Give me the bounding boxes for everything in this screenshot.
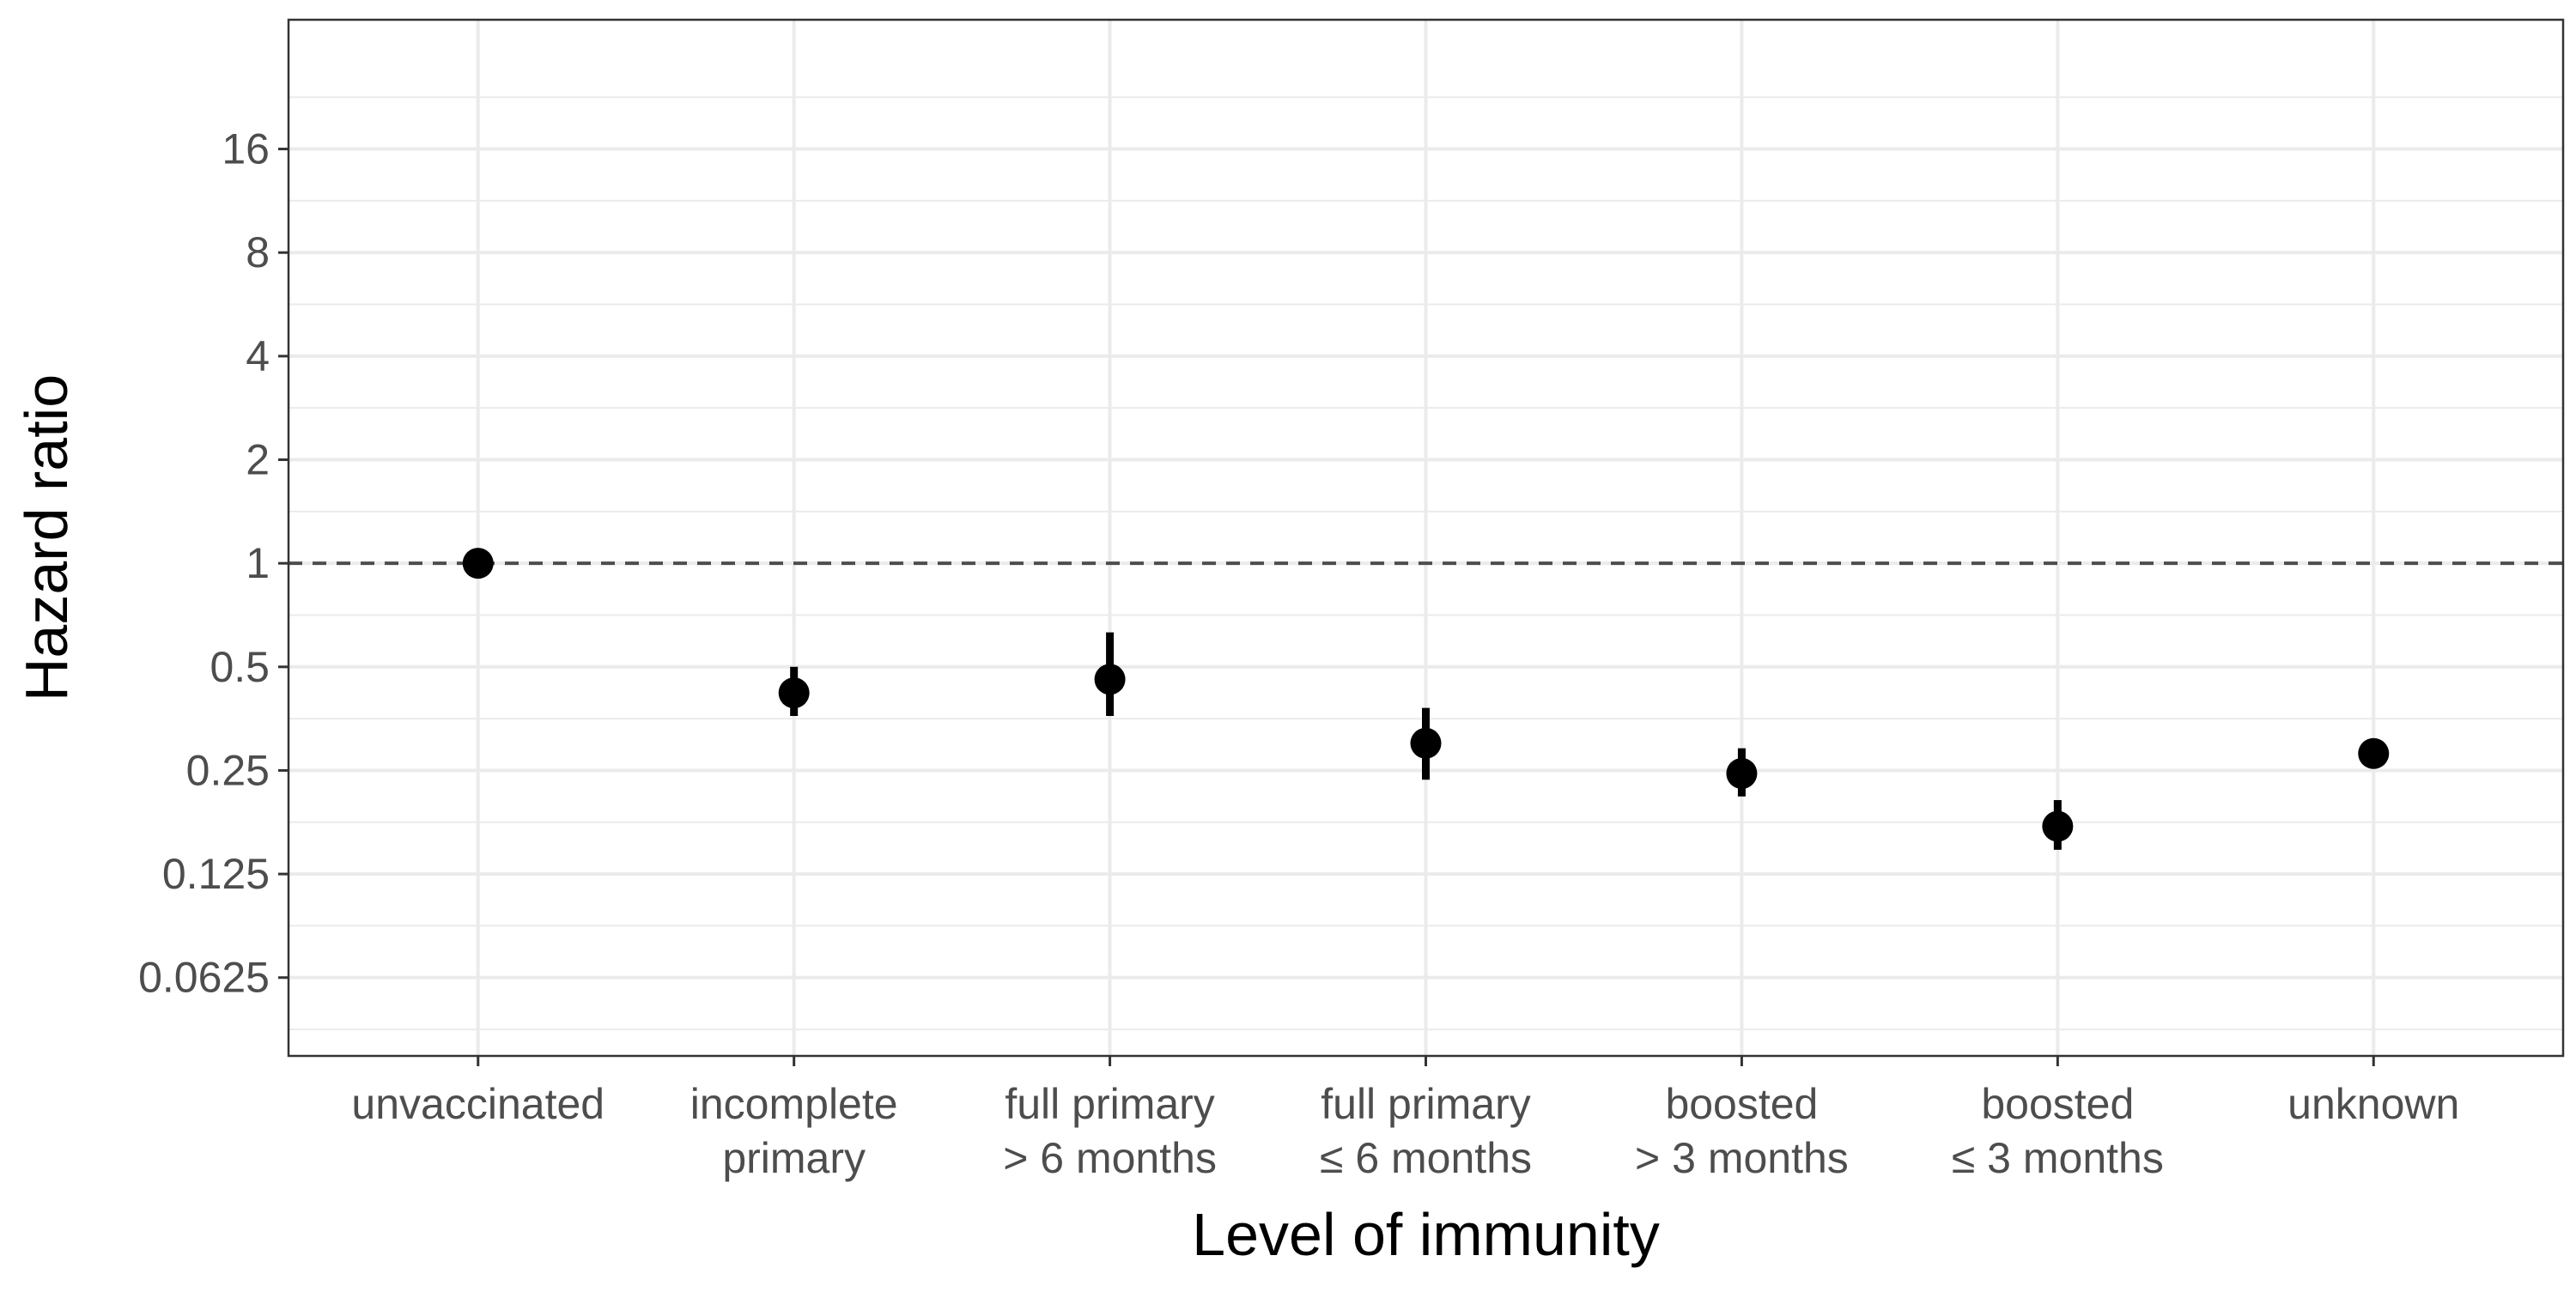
y-tick-label: 4 [246, 332, 270, 380]
y-tick-label: 0.25 [186, 746, 270, 794]
x-tick-label-line: full primary [1005, 1080, 1214, 1128]
data-point [2358, 737, 2390, 769]
x-tick-label: unvaccinated [351, 1080, 605, 1128]
data-point [1726, 757, 1758, 789]
data-point [778, 677, 810, 709]
x-tick-label-line: unknown [2287, 1080, 2459, 1128]
x-tick-label-line: primary [722, 1134, 866, 1182]
y-tick-label: 2 [246, 436, 270, 484]
y-tick-label: 16 [222, 125, 270, 173]
x-tick-label: incomplete primary [690, 1080, 898, 1182]
x-tick-label: boosted > 3 months [1635, 1080, 1849, 1182]
y-axis: 0.0625 0.125 0.25 0.5 1 2 4 8 16 [138, 125, 289, 1002]
y-tick-label: 0.5 [210, 643, 270, 691]
data-point [462, 548, 494, 579]
y-tick-label: 0.125 [162, 850, 270, 898]
x-axis-title: Level of immunity [1192, 1201, 1660, 1268]
y-axis-title: Hazard ratio [13, 374, 80, 701]
grid-layer [289, 20, 2563, 1056]
x-tick-label-line: ≤ 3 months [1952, 1134, 2164, 1182]
data-marks-layer [462, 548, 2390, 850]
y-tick-label: 8 [246, 228, 270, 276]
y-tick-label: 1 [246, 539, 270, 587]
x-tick-label-line: incomplete [690, 1080, 898, 1128]
x-tick-label-line: unvaccinated [351, 1080, 605, 1128]
x-tick-label-line: > 6 months [1003, 1134, 1217, 1182]
x-axis: unvaccinated incomplete primary full primar… [351, 1056, 2459, 1182]
x-tick-label: full primary ≤ 6 months [1320, 1080, 1532, 1182]
x-tick-label: unknown [2287, 1080, 2459, 1128]
data-point [2042, 810, 2074, 842]
y-tick-label: 0.0625 [138, 954, 270, 1002]
x-tick-label-line: boosted [1981, 1080, 2134, 1128]
data-point [1410, 727, 1442, 759]
x-tick-label-line: > 3 months [1635, 1134, 1849, 1182]
x-tick-label-line: boosted [1665, 1080, 1818, 1128]
x-tick-label-line: full primary [1321, 1080, 1530, 1128]
x-tick-label: full primary > 6 months [1003, 1080, 1217, 1182]
data-point [1094, 664, 1126, 695]
x-tick-label-line: ≤ 6 months [1320, 1134, 1532, 1182]
x-tick-label: boosted ≤ 3 months [1952, 1080, 2164, 1182]
